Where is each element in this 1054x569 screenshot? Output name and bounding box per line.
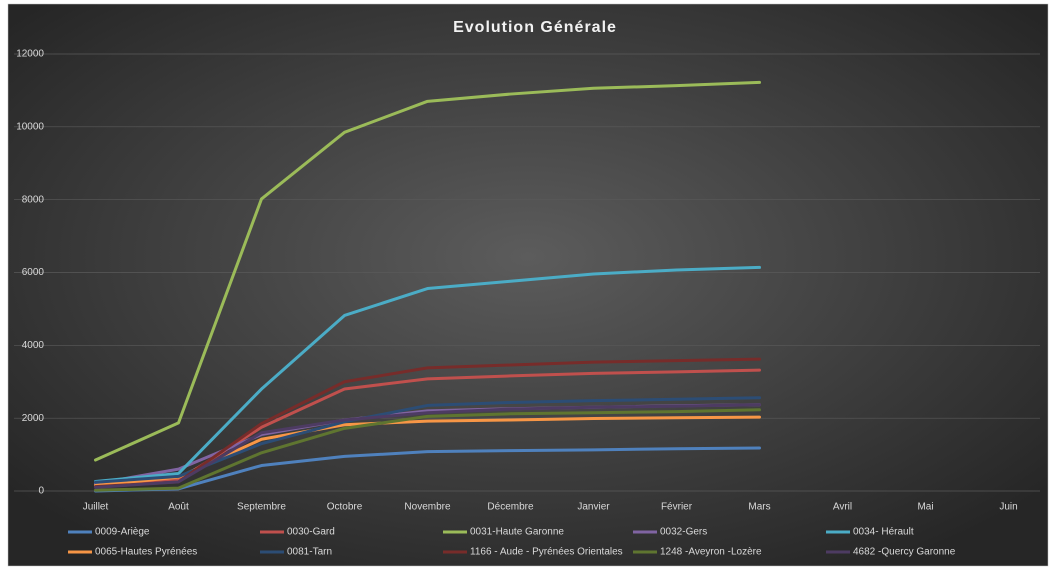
y-tick-label: 2000 — [22, 413, 45, 424]
series-line — [94, 403, 761, 489]
x-tick-label: Mai — [917, 502, 933, 513]
y-tick-label: 8000 — [22, 194, 45, 205]
x-tick-label: Mars — [748, 502, 770, 513]
legend-label: 0081-Tarn — [287, 547, 332, 558]
x-tick-label: Janvier — [577, 502, 610, 513]
x-tick-label: Novembre — [404, 502, 451, 513]
x-tick-label: Avril — [833, 502, 852, 513]
x-tick-label: Octobre — [327, 502, 363, 513]
legend-label: 4682 -Quercy Garonne — [853, 547, 956, 558]
legend-label: 0065-Hautes Pyrénées — [95, 547, 197, 558]
legend-label: 0009-Ariège — [95, 527, 150, 538]
legend-label: 0031-Haute Garonne — [470, 527, 564, 538]
x-tick-label: Août — [168, 502, 189, 513]
y-tick-label: 6000 — [22, 267, 45, 278]
legend-label: 0034- Hérault — [853, 527, 914, 538]
x-tick-label: Juin — [999, 502, 1017, 513]
x-tick-label: Décembre — [487, 502, 534, 513]
series-line — [94, 446, 761, 493]
series-line — [94, 80, 761, 462]
y-tick-label: 0 — [38, 486, 44, 497]
y-tick-label: 12000 — [16, 49, 44, 60]
legend-label: 0030-Gard — [287, 527, 335, 538]
series-line — [94, 357, 761, 489]
x-tick-label: Février — [661, 502, 693, 513]
x-tick-label: Juillet — [83, 502, 109, 513]
chart-title: Evolution Générale — [453, 19, 617, 36]
legend-label: 1166 - Aude - Pyrénées Orientales — [470, 547, 623, 558]
series-line — [94, 408, 761, 492]
y-tick-label: 10000 — [16, 121, 44, 132]
y-tick-label: 4000 — [22, 340, 45, 351]
legend-label: 1248 -Aveyron -Lozère — [660, 547, 762, 558]
series-line — [94, 265, 761, 484]
legend-label: 0032-Gers — [660, 527, 707, 538]
x-tick-label: Septembre — [237, 502, 286, 513]
